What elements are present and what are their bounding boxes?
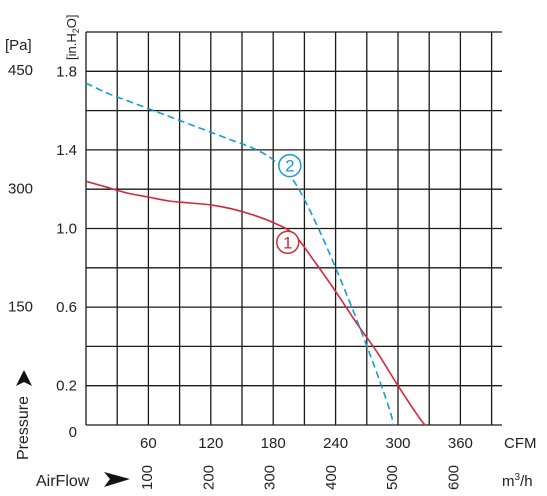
y-tick-label-inh2o: 0 <box>69 424 77 441</box>
x-tick-label-m3h: 100 <box>139 465 156 490</box>
x-tick-label-cfm: 240 <box>323 435 348 452</box>
m3h-unit-sup: 3 <box>515 472 521 483</box>
cfm-unit-label: CFM <box>504 435 537 452</box>
y-tick-label-inh2o: 1.0 <box>56 221 77 238</box>
m3h-unit-tail: /h <box>520 473 533 490</box>
chart-grid <box>85 31 502 426</box>
inh2o-unit-sub: 2 <box>71 28 81 33</box>
y-tick-label-inh2o: 0.2 <box>56 378 77 395</box>
y-tick-label-inh2o: 1.4 <box>56 142 77 159</box>
series-1-marker-circle <box>276 230 300 255</box>
x-tick-label-m3h: 300 <box>262 465 279 490</box>
m3h-unit-label: m3/h <box>502 472 533 490</box>
inh2o-unit-main: [in.H <box>64 33 79 60</box>
x-tick-label-m3h: 600 <box>445 465 462 490</box>
y-tick-label-inh2o: 1.8 <box>56 63 77 80</box>
x-tick-label-cfm: 360 <box>448 435 473 452</box>
series-1-marker-label: 1 <box>283 233 292 252</box>
inh2o-unit-close: O] <box>64 15 79 29</box>
inh2o-unit-label: [in.H2O] <box>64 15 81 60</box>
series-2-marker-label: 2 <box>285 157 294 176</box>
x-tick-label-m3h: 500 <box>384 465 401 490</box>
airflow-axis-label: AirFlow <box>36 473 90 490</box>
x-tick-label-cfm: 120 <box>198 435 223 452</box>
airflow-arrow-icon <box>104 472 130 487</box>
y-tick-label-pa: 300 <box>8 180 33 197</box>
x-tick-label-cfm: 300 <box>385 435 410 452</box>
chart-curves <box>85 82 426 426</box>
x-tick-label-m3h: 400 <box>323 465 340 490</box>
chart-labels: 60 120 180 240 300 360 100 200 300 400 500 600 0 0.2 0… <box>8 62 473 490</box>
x-tick-label-cfm: 180 <box>261 435 286 452</box>
y-tick-label-inh2o: 0.6 <box>56 299 77 316</box>
x-tick-label-m3h: 200 <box>200 465 217 490</box>
y-tick-label-pa: 150 <box>8 299 33 316</box>
y-tick-label-pa: 450 <box>8 62 33 79</box>
series-2-marker-circle <box>278 153 302 178</box>
pressure-arrow-icon <box>16 370 32 386</box>
series-2-curve <box>85 82 394 426</box>
series-1-curve <box>85 180 426 426</box>
x-tick-label-cfm: 60 <box>140 435 157 452</box>
pressure-axis-label: Pressure <box>15 396 32 460</box>
m3h-unit-main: m <box>502 473 515 490</box>
pa-unit-label: [Pa] <box>5 37 32 54</box>
